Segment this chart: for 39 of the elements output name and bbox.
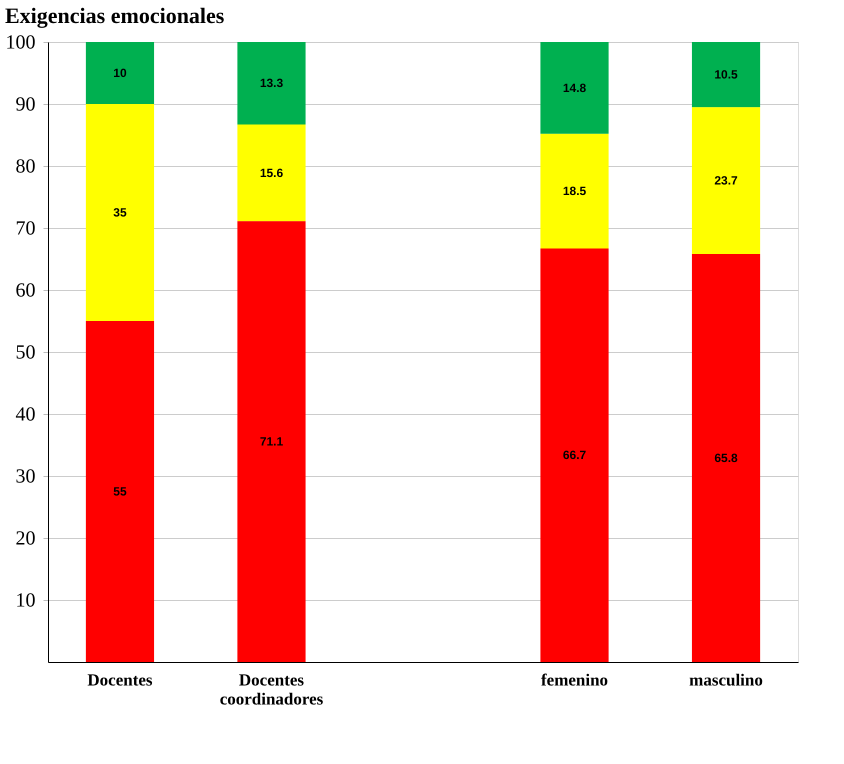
- bar: [86, 321, 154, 662]
- chart-title: Exigencias emocionales: [5, 3, 225, 28]
- bar: [237, 124, 306, 222]
- y-tick-label: 60: [16, 280, 36, 302]
- bar: [692, 42, 760, 108]
- y-tick-label: 50: [16, 342, 36, 364]
- data-label: 66.7: [562, 448, 587, 462]
- data-label: 35: [113, 206, 127, 220]
- data-label: 13.3: [260, 76, 284, 90]
- bar: [540, 134, 609, 248]
- data-label: 15.6: [260, 166, 284, 180]
- data-label: 65.8: [714, 451, 738, 466]
- x-tick-label: masculino: [689, 670, 763, 690]
- data-label: 18.5: [562, 184, 587, 198]
- data-label: 14.8: [562, 80, 587, 95]
- x-tick-label: femenino: [540, 670, 608, 690]
- y-tick-label: 80: [16, 156, 36, 178]
- data-label: 71.1: [260, 434, 284, 449]
- y-tick-label: 20: [16, 528, 36, 550]
- data-label: 10: [113, 66, 127, 80]
- bar: [86, 104, 154, 321]
- x-tick-label: Docentes coordinadores: [220, 670, 324, 708]
- y-tick-label: 70: [16, 218, 36, 240]
- y-tick-label: 10: [16, 590, 36, 612]
- y-tick-label: 90: [16, 94, 36, 116]
- bar: [692, 254, 760, 662]
- data-label: 55: [113, 484, 127, 498]
- bar: [86, 42, 154, 104]
- bar: [237, 221, 306, 662]
- data-label: 23.7: [714, 174, 738, 188]
- bar: [540, 248, 609, 662]
- x-tick-label: Docentes: [87, 670, 153, 690]
- y-tick-label: 30: [16, 466, 36, 488]
- bar: [237, 42, 306, 124]
- bar: [540, 42, 609, 134]
- bar: [692, 107, 760, 254]
- data-label: 10.5: [714, 68, 738, 82]
- y-tick-label: 100: [6, 32, 36, 54]
- y-tick-label: 40: [16, 404, 36, 426]
